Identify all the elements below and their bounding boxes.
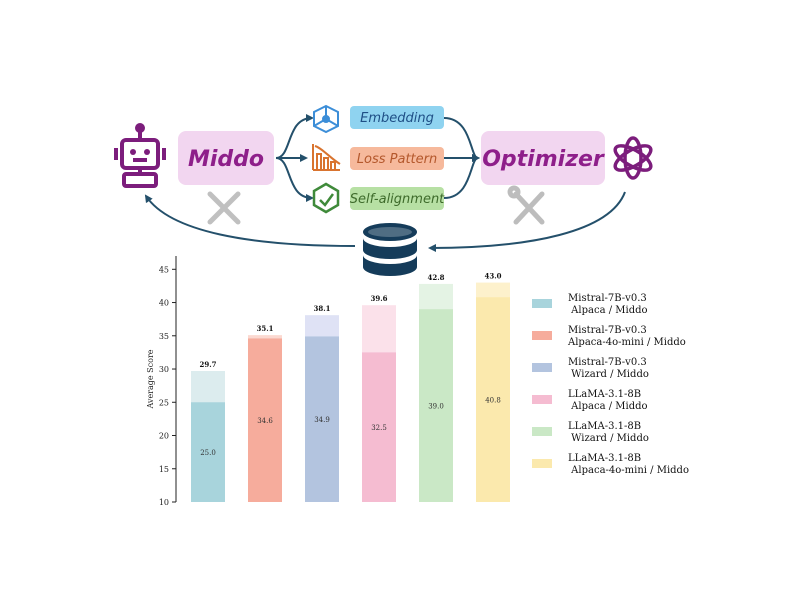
legend-label: Alpaca-4o-mini / Middo (568, 465, 689, 476)
middo-label: Middo (188, 147, 264, 172)
legend-label: Alpaca-4o-mini / Middo (567, 337, 686, 348)
legend-label: LLaMA-3.1-8B (568, 453, 641, 464)
legend-label: Mistral-7B-v0.3 (568, 357, 647, 368)
optimizer-label: Optimizer (482, 147, 605, 172)
pencil-ruler-icon (207, 191, 241, 225)
legend-swatch (532, 331, 552, 340)
step-embedding-label: Embedding (360, 111, 434, 126)
step-embedding-bg (350, 106, 444, 129)
bar-total-label: 35.1 (256, 324, 273, 333)
y-tick-label: 20 (159, 432, 169, 441)
bar-base-label: 25.0 (200, 449, 216, 457)
y-ticks: 10 15 20 25 30 35 40 45 (159, 265, 176, 507)
bar-base (305, 336, 339, 502)
y-tick-label: 40 (159, 299, 169, 308)
y-tick-label: 25 (159, 398, 169, 407)
bar-base-label: 34.9 (314, 416, 330, 424)
recycle-icon (312, 182, 340, 214)
middo-box-bg (178, 131, 274, 185)
bar-base (419, 309, 453, 502)
legend-label: Mistral-7B-v0.3 (568, 293, 647, 304)
step-loss-pattern-bg (350, 147, 444, 170)
robot-icon (114, 123, 166, 188)
database-icon (363, 223, 417, 276)
legend-label: Wizard / Middo (568, 433, 649, 444)
legend-label: Alpaca / Middo (568, 305, 648, 316)
step-loss-pattern: Loss Pattern (350, 147, 444, 170)
bar-base-label: 39.0 (428, 403, 444, 411)
legend-label: Wizard / Middo (568, 369, 649, 380)
legend: Mistral-7B-v0.3 Alpaca / MiddoMistral-7B… (532, 293, 689, 476)
bar-total-label: 43.0 (484, 272, 501, 281)
optimizer-box-bg (481, 131, 605, 185)
legend-swatch (532, 459, 552, 468)
legend-label: Mistral-7B-v0.3 (568, 325, 647, 336)
y-tick-label: 15 (159, 465, 169, 474)
y-axis-label: Average Score (146, 349, 155, 409)
bar-chart: Average Score 10 15 20 25 30 35 40 45 29.7 25.0 3… (146, 256, 689, 507)
bar-total-label: 39.6 (370, 294, 387, 303)
legend-swatch (532, 395, 552, 404)
bar-total-label: 38.1 (313, 304, 330, 313)
y-tick-label: 45 (159, 265, 169, 274)
legend-label: LLaMA-3.1-8B (568, 389, 641, 400)
bar-base-label: 34.6 (257, 417, 273, 425)
network-icon (313, 104, 339, 134)
y-tick-label: 30 (159, 365, 169, 374)
bar-base-label: 40.8 (485, 397, 501, 405)
openai-logo-icon (613, 136, 653, 180)
step-arrows (275, 114, 480, 202)
step-self-alignment-label: Self-alignment (350, 192, 445, 207)
step-embedding: Embedding (350, 106, 444, 129)
legend-swatch (532, 299, 552, 308)
bar-total-label: 42.8 (427, 273, 444, 282)
bars: 29.7 25.0 35.1 34.6 38.1 34.9 39.6 32.5 42.8 39.0… (191, 272, 510, 502)
feedback-arrows (144, 191, 626, 252)
chart-icon (312, 144, 341, 171)
bar-total-label: 29.7 (199, 360, 216, 369)
y-tick-label: 35 (159, 332, 169, 341)
middo-box: Middo (178, 131, 274, 185)
y-tick-label: 10 (159, 498, 169, 507)
step-loss-pattern-label: Loss Pattern (357, 152, 437, 167)
legend-label: Alpaca / Middo (568, 401, 648, 412)
bar-base (362, 352, 396, 502)
legend-swatch (532, 427, 552, 436)
legend-swatch (532, 363, 552, 372)
bar-base (191, 402, 225, 502)
step-self-alignment: Self-alignment (350, 187, 445, 210)
step-self-alignment-bg (350, 187, 444, 210)
bar-base (476, 297, 510, 502)
legend-label: LLaMA-3.1-8B (568, 421, 641, 432)
bar-base (248, 338, 282, 502)
optimizer-box: Optimizer (481, 131, 605, 185)
tools-icon (507, 185, 545, 225)
bar-base-label: 32.5 (371, 424, 387, 432)
